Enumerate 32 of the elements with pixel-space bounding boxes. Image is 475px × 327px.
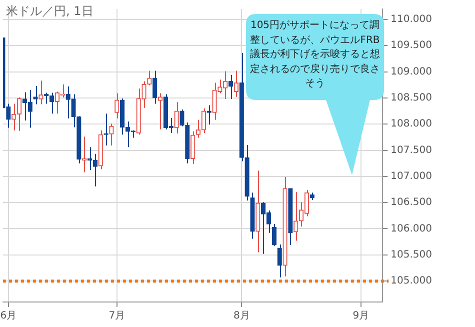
candlestick	[38, 80, 44, 105]
y-tick-label: 107.500	[390, 144, 432, 156]
candlestick	[272, 224, 277, 247]
candlestick	[82, 136, 87, 173]
y-tick-label: 105.000	[390, 276, 432, 287]
y-tick-label: 109.500	[390, 40, 432, 52]
y-tick-label: 110.000	[390, 14, 432, 26]
x-tick-label: 6月	[0, 310, 17, 322]
y-tick-label: 109.000	[390, 66, 432, 78]
candlestick	[277, 244, 282, 278]
annotation: 105円がサポートになって調整しているが、パウエルFRB議長が利下げを示唆すると想定されるので戻り売りで良さそう	[249, 19, 381, 91]
y-tick-label: 108.500	[390, 92, 432, 104]
y-tick-label: 108.000	[390, 118, 432, 130]
candlestick	[294, 192, 298, 242]
y-tick-label: 106.500	[390, 197, 432, 208]
candlestick	[234, 70, 239, 98]
x-tick-label: 8月	[233, 310, 250, 322]
candlestick	[174, 102, 179, 134]
candlestick	[104, 113, 108, 146]
x-tick-label: 9月	[352, 310, 370, 322]
y-tick-label: 106.000	[390, 223, 432, 234]
candlestick	[114, 92, 120, 119]
y-tick-label: 107.000	[390, 171, 432, 182]
candlestick	[158, 92, 163, 130]
x-tick-label: 7月	[108, 310, 126, 322]
y-tick-label: 105.500	[390, 250, 432, 261]
candlestick	[228, 74, 234, 100]
candlestick	[190, 130, 196, 164]
candlestick	[152, 70, 158, 104]
candlestick	[33, 85, 38, 105]
candlestick	[109, 123, 114, 146]
chart-title: 米ドル／円, 1日	[6, 3, 94, 20]
